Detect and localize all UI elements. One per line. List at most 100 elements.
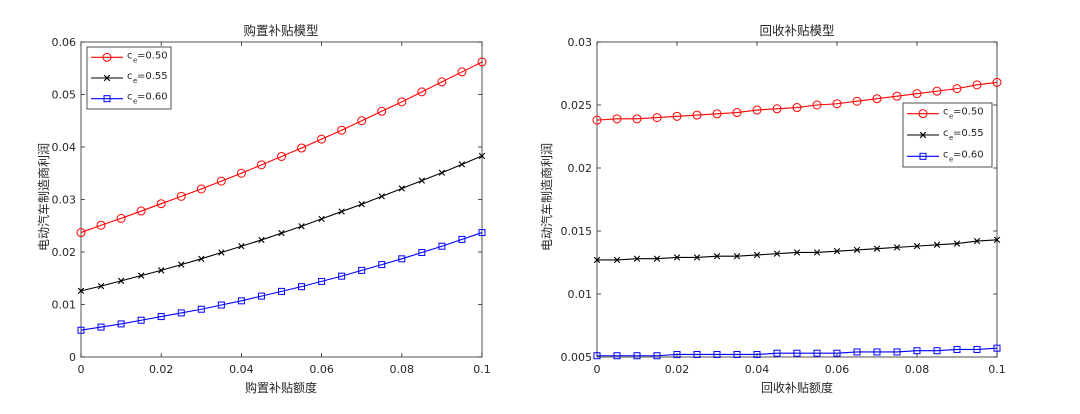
data-point xyxy=(852,96,862,106)
legend-label-rest: =0.55 xyxy=(953,128,984,139)
data-point xyxy=(398,185,405,192)
x-axis-label: 购置补贴额度 xyxy=(245,380,317,395)
data-point xyxy=(358,266,366,274)
data-point xyxy=(136,206,146,216)
legend-label-sub: e xyxy=(949,134,953,142)
data-point xyxy=(438,169,446,176)
data-point xyxy=(216,176,226,186)
data-point xyxy=(256,160,266,170)
data-point xyxy=(713,253,721,260)
data-point xyxy=(117,320,125,328)
data-point xyxy=(813,349,821,357)
data-point xyxy=(438,242,446,250)
data-point xyxy=(732,108,742,118)
x-tick-label: 0.1 xyxy=(988,363,1006,376)
data-point xyxy=(633,352,641,360)
data-point xyxy=(832,99,842,109)
data-point xyxy=(872,94,882,104)
data-point xyxy=(237,297,245,305)
data-point xyxy=(197,305,205,313)
data-point xyxy=(633,255,641,262)
data-point xyxy=(76,228,86,238)
data-point xyxy=(753,350,761,358)
data-point xyxy=(712,109,722,119)
data-point xyxy=(178,261,185,268)
data-point xyxy=(478,152,486,160)
series-line xyxy=(80,61,483,234)
data-point xyxy=(437,77,447,87)
data-point xyxy=(458,161,466,168)
series-0.50 xyxy=(592,77,1002,125)
y-tick-label: 0.06 xyxy=(52,36,77,49)
data-point xyxy=(298,283,306,291)
data-point xyxy=(853,246,861,254)
x-tick-label: 0.08 xyxy=(390,363,415,376)
series-0.60 xyxy=(77,229,486,334)
legend-label-rest: =0.55 xyxy=(137,71,168,82)
data-point xyxy=(933,347,941,355)
legend-item: c e =0.50 xyxy=(91,50,168,64)
data-point xyxy=(338,272,346,280)
data-point xyxy=(913,347,921,355)
legend-label-main: c xyxy=(127,71,133,82)
data-point xyxy=(692,110,702,120)
series-line xyxy=(80,232,483,331)
data-point xyxy=(478,229,486,237)
data-point xyxy=(953,240,961,247)
data-point xyxy=(318,277,326,285)
legend-label-main: c xyxy=(127,50,133,61)
data-point xyxy=(632,114,642,124)
data-point xyxy=(952,84,962,94)
legend-marker xyxy=(102,52,112,62)
legend-item: c e =0.50 xyxy=(907,107,984,121)
data-point xyxy=(853,348,861,356)
legend-label-sub: e xyxy=(133,56,137,64)
data-point xyxy=(357,116,367,126)
series-0.60 xyxy=(593,344,1001,360)
data-point xyxy=(397,97,407,107)
legend-item: c e =0.60 xyxy=(907,149,984,163)
data-point xyxy=(297,143,307,153)
data-point xyxy=(358,201,365,208)
data-point xyxy=(753,251,761,259)
data-point xyxy=(873,348,881,356)
data-point xyxy=(236,168,246,178)
x-tick-label: 0.06 xyxy=(825,363,850,376)
data-point xyxy=(593,352,601,360)
chart-title: 回收补贴模型 xyxy=(759,23,834,38)
y-tick-label: 0.005 xyxy=(561,351,593,364)
data-point xyxy=(96,220,106,230)
legend-marker xyxy=(918,109,928,119)
data-point xyxy=(218,249,225,256)
data-point xyxy=(992,77,1002,87)
legend: c e =0.50c e =0.55c e =0.60 xyxy=(86,46,172,110)
chart-title: 购置补贴模型 xyxy=(243,23,318,38)
series-0.55 xyxy=(593,236,1001,264)
data-point xyxy=(418,249,426,257)
data-point xyxy=(972,80,982,90)
data-point xyxy=(812,100,822,110)
legend-label-rest: =0.50 xyxy=(953,107,984,118)
data-point xyxy=(278,229,285,237)
data-point xyxy=(833,349,841,357)
y-tick-label: 0.03 xyxy=(52,194,77,207)
legend-item: c e =0.55 xyxy=(91,71,168,85)
data-point xyxy=(378,261,386,269)
y-tick-label: 0.02 xyxy=(568,162,593,175)
data-point xyxy=(458,235,466,243)
data-point xyxy=(398,255,406,263)
data-point xyxy=(612,114,622,124)
data-point xyxy=(77,326,85,334)
legend-label-rest: =0.60 xyxy=(953,149,984,160)
data-point xyxy=(97,282,105,290)
data-point xyxy=(177,309,185,317)
data-point xyxy=(653,352,661,360)
data-point xyxy=(893,348,901,356)
data-point xyxy=(117,277,125,285)
data-point xyxy=(457,67,467,77)
data-point xyxy=(973,237,981,245)
data-point xyxy=(158,267,165,274)
data-point xyxy=(137,272,145,279)
legend-label-main: c xyxy=(127,92,133,103)
